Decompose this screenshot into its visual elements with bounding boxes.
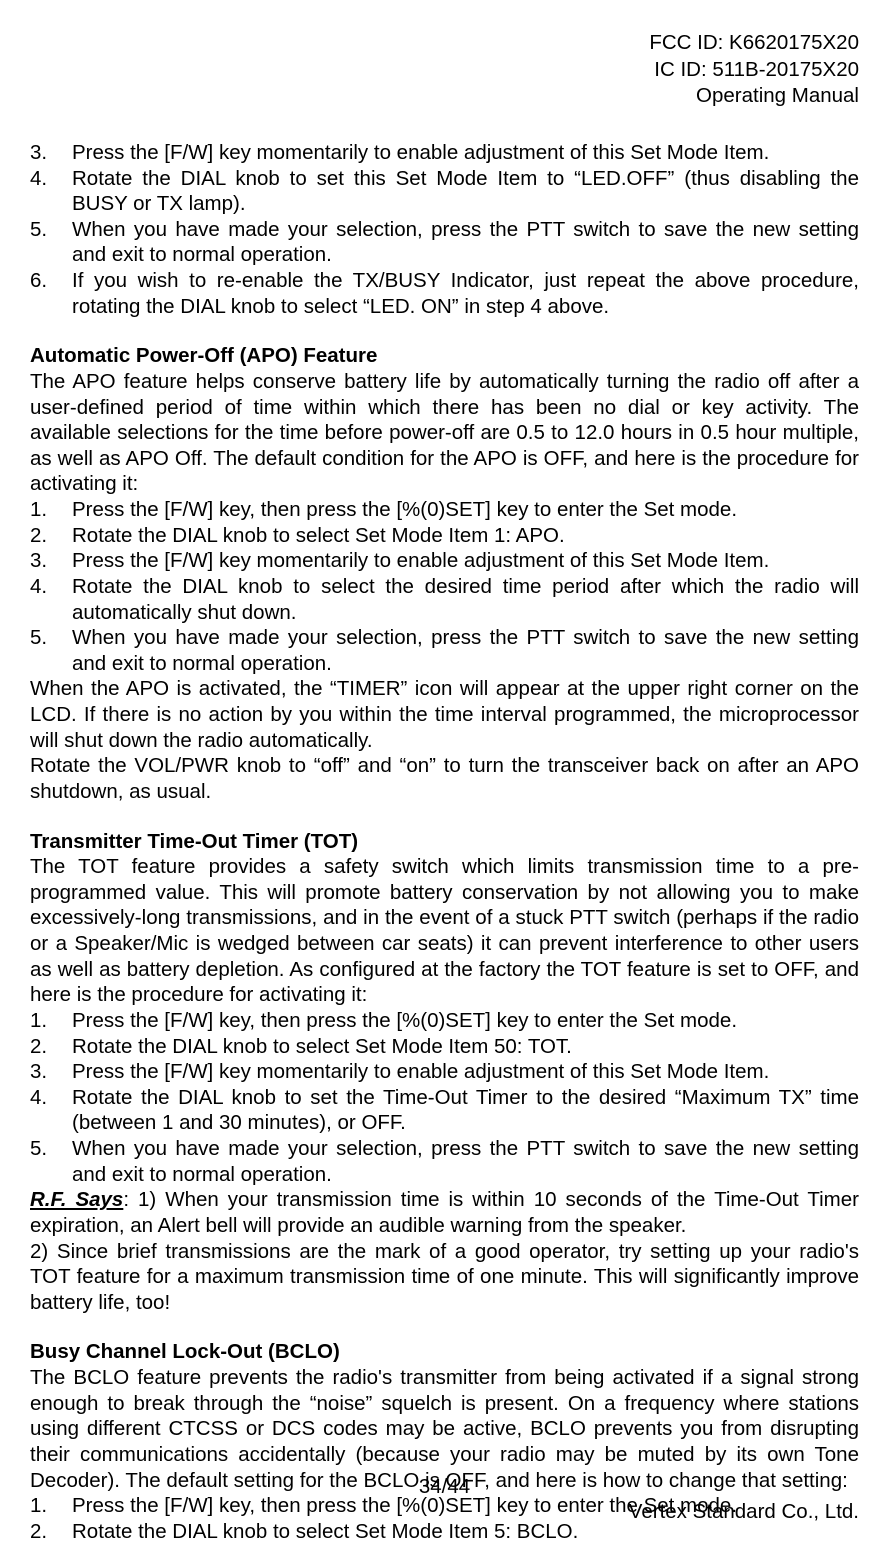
- list-item: 3. Press the [F/W] key momentarily to en…: [30, 1059, 859, 1085]
- list-item: 5. When you have made your selection, pr…: [30, 1136, 859, 1187]
- rf-says-text1: : 1) When your transmission time is with…: [30, 1188, 859, 1237]
- item-number: 1.: [30, 1008, 72, 1034]
- bclo-heading: Busy Channel Lock-Out (BCLO): [30, 1339, 859, 1365]
- ic-id: IC ID: 511B-20175X20: [30, 57, 859, 84]
- item-text: When you have made your selection, press…: [72, 625, 859, 676]
- list-item: 2. Rotate the DIAL knob to select Set Mo…: [30, 523, 859, 549]
- item-text: Press the [F/W] key momentarily to enabl…: [72, 548, 859, 574]
- list-item: 5. When you have made your selection, pr…: [30, 217, 859, 268]
- item-text: Rotate the DIAL knob to set this Set Mod…: [72, 166, 859, 217]
- apo-para3: Rotate the VOL/PWR knob to “off” and “on…: [30, 753, 859, 804]
- apo-para: The APO feature helps conserve battery l…: [30, 369, 859, 497]
- list-item: 4. Rotate the DIAL knob to select the de…: [30, 574, 859, 625]
- header-block: FCC ID: K6620175X20 IC ID: 511B-20175X20…: [30, 30, 859, 110]
- apo-heading: Automatic Power-Off (APO) Feature: [30, 343, 859, 369]
- item-number: 5.: [30, 625, 72, 676]
- list-item: 1. Press the [F/W] key, then press the […: [30, 497, 859, 523]
- list-item: 5. When you have made your selection, pr…: [30, 625, 859, 676]
- item-number: 3.: [30, 1059, 72, 1085]
- list-continued: 3. Press the [F/W] key momentarily to en…: [30, 140, 859, 319]
- list-item: 2. Rotate the DIAL knob to select Set Mo…: [30, 1034, 859, 1060]
- item-number: 5.: [30, 217, 72, 268]
- item-text: Rotate the DIAL knob to select Set Mode …: [72, 523, 859, 549]
- item-number: 4.: [30, 166, 72, 217]
- item-number: 6.: [30, 268, 72, 319]
- item-text: Rotate the DIAL knob to set the Time-Out…: [72, 1085, 859, 1136]
- item-text: Rotate the DIAL knob to select Set Mode …: [72, 1034, 859, 1060]
- list-item: 4. Rotate the DIAL knob to set the Time-…: [30, 1085, 859, 1136]
- item-number: 1.: [30, 497, 72, 523]
- item-text: Rotate the DIAL knob to select the desir…: [72, 574, 859, 625]
- item-number: 3.: [30, 140, 72, 166]
- item-number: 4.: [30, 1085, 72, 1136]
- item-text: When you have made your selection, press…: [72, 217, 859, 268]
- footer: 34/44 Vertex Standard Co., Ltd.: [30, 1474, 859, 1525]
- company-name: Vertex Standard Co., Ltd.: [30, 1499, 859, 1525]
- item-text: Press the [F/W] key momentarily to enabl…: [72, 1059, 859, 1085]
- tot-para: The TOT feature provides a safety switch…: [30, 854, 859, 1008]
- apo-para2: When the APO is activated, the “TIMER” i…: [30, 676, 859, 753]
- tot-list: 1. Press the [F/W] key, then press the […: [30, 1008, 859, 1187]
- item-number: 2.: [30, 1034, 72, 1060]
- list-item: 4. Rotate the DIAL knob to set this Set …: [30, 166, 859, 217]
- apo-list: 1. Press the [F/W] key, then press the […: [30, 497, 859, 676]
- fcc-id: FCC ID: K6620175X20: [30, 30, 859, 57]
- item-text: Press the [F/W] key momentarily to enabl…: [72, 140, 859, 166]
- rf-says-2: 2) Since brief transmissions are the mar…: [30, 1239, 859, 1316]
- page-number: 34/44: [30, 1474, 859, 1500]
- item-number: 2.: [30, 523, 72, 549]
- list-item: 1. Press the [F/W] key, then press the […: [30, 1008, 859, 1034]
- item-number: 3.: [30, 548, 72, 574]
- tot-heading: Transmitter Time-Out Timer (TOT): [30, 829, 859, 855]
- rf-says-label: R.F. Says: [30, 1188, 123, 1211]
- item-number: 5.: [30, 1136, 72, 1187]
- item-text: If you wish to re-enable the TX/BUSY Ind…: [72, 268, 859, 319]
- item-text: Press the [F/W] key, then press the [%(0…: [72, 497, 859, 523]
- item-text: Press the [F/W] key, then press the [%(0…: [72, 1008, 859, 1034]
- list-item: 6. If you wish to re-enable the TX/BUSY …: [30, 268, 859, 319]
- item-number: 4.: [30, 574, 72, 625]
- item-text: When you have made your selection, press…: [72, 1136, 859, 1187]
- doc-title: Operating Manual: [30, 83, 859, 110]
- list-item: 3. Press the [F/W] key momentarily to en…: [30, 140, 859, 166]
- list-item: 3. Press the [F/W] key momentarily to en…: [30, 548, 859, 574]
- rf-says-1: R.F. Says: 1) When your transmission tim…: [30, 1187, 859, 1238]
